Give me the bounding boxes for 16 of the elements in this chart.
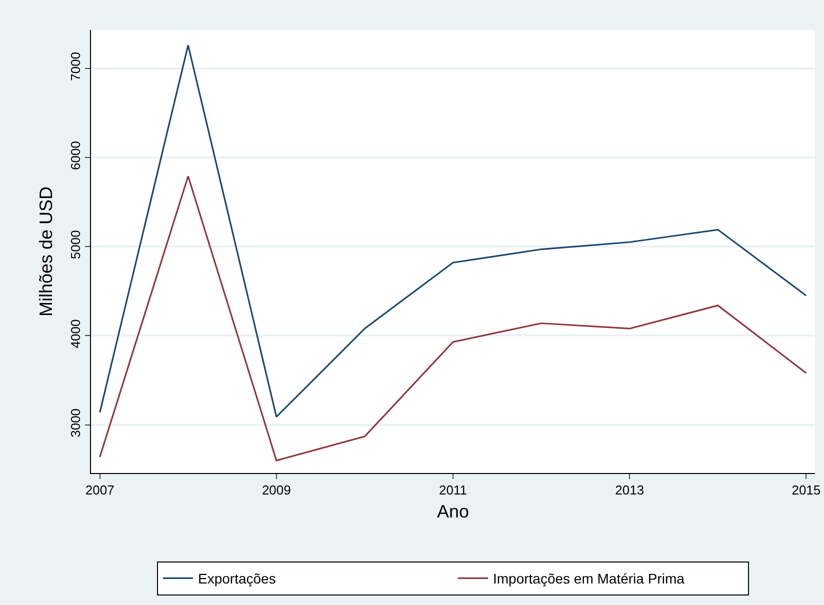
legend-label: Importações em Matéria Prima [493, 570, 685, 587]
y-tick-label: 4000 [68, 319, 83, 348]
x-tick-label: 2013 [615, 482, 644, 498]
x-axis-title: Ano [436, 502, 470, 522]
y-tick-label: 5000 [68, 230, 83, 260]
y-tick-label: 6000 [68, 141, 83, 170]
y-tick-label: 7000 [68, 52, 83, 81]
x-tick-label: 2015 [792, 482, 821, 498]
y-axis-title: Milhões de USD [36, 186, 56, 317]
x-tick-label: 2009 [262, 482, 291, 498]
line-series [99, 175, 807, 462]
x-tick-label: 2011 [439, 482, 467, 498]
y-tick-label: 3000 [68, 408, 83, 438]
line-series [99, 44, 807, 418]
legend-label: Exportações [198, 570, 276, 587]
x-tick-label: 2007 [85, 482, 114, 498]
